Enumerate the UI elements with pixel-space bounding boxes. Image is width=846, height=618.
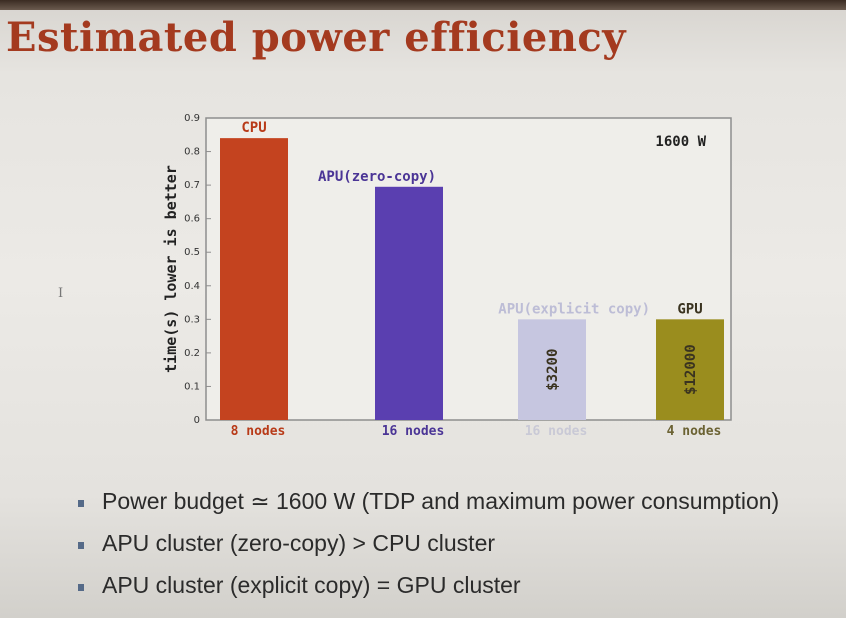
bullet-square-icon — [78, 542, 84, 549]
bar-apu-zero-copy- — [375, 186, 443, 420]
y-tick-label: 0.7 — [184, 180, 200, 191]
bar-gpu — [656, 319, 724, 420]
bullet-text: Power budget ≃ 1600 W (TDP and maximum p… — [102, 488, 780, 514]
y-tick-label: 0.1 — [184, 381, 200, 392]
y-axis-label: time(s) lower is better — [162, 165, 180, 373]
bullet-square-icon — [78, 584, 84, 591]
bullet-list: Power budget ≃ 1600 W (TDP and maximum p… — [78, 488, 779, 614]
x-tick-label: 16 nodes — [525, 424, 588, 439]
bar-price-label: $12000 — [683, 344, 699, 395]
bullet-item: Power budget ≃ 1600 W (TDP and maximum p… — [78, 488, 779, 530]
x-tick-label: 16 nodes — [382, 424, 445, 439]
bar-price-label: $3200 — [545, 349, 561, 391]
page-title: Estimated power efficiency — [6, 14, 627, 61]
x-axis-labels: 8 nodes 16 nodes 16 nodes 4 nodes — [231, 424, 722, 439]
bullet-square-icon — [78, 500, 84, 507]
bar-label: APU(zero-copy) — [318, 169, 436, 185]
bar-apu-explicit-copy- — [518, 319, 586, 420]
slide-top-edge — [0, 0, 846, 10]
y-tick-label: 0.3 — [184, 314, 200, 325]
bar-cpu — [220, 138, 288, 420]
y-tick-label: 0.6 — [184, 214, 200, 225]
y-tick-label: 0.5 — [184, 247, 200, 258]
x-tick-label: 4 nodes — [667, 424, 722, 439]
y-tick-label: 0.2 — [184, 348, 200, 359]
bar-label: APU(explicit copy) — [498, 301, 650, 317]
y-tick-label: 0.8 — [184, 147, 200, 158]
y-tick-label: 0.4 — [184, 281, 200, 292]
bullet-text: APU cluster (zero-copy) > CPU cluster — [102, 530, 496, 556]
x-tick-label: 8 nodes — [231, 424, 286, 439]
bullet-text: APU cluster (explicit copy) = GPU cluste… — [102, 572, 521, 598]
annotation-power-budget: 1600 W — [655, 134, 706, 150]
bar-chart: time(s) lower is better 1600 W 0 0.1 0.2 0.… — [162, 113, 732, 439]
y-tick-label: 0 — [194, 415, 200, 426]
plot-area — [205, 117, 732, 421]
bullet-item: APU cluster (explicit copy) = GPU cluste… — [78, 572, 779, 614]
bar-label: GPU — [677, 301, 702, 317]
y-tick-label: 0.9 — [184, 113, 200, 124]
bullet-item: APU cluster (zero-copy) > CPU cluster — [78, 530, 779, 572]
bar-label: CPU — [241, 120, 266, 136]
text-cursor-icon: I — [58, 286, 64, 301]
bars: CPU APU(zero-copy) APU(explicit copy) $3200… — [220, 120, 724, 420]
y-axis-ticks: 0 0.1 0.2 0.3 0.4 0.5 0.6 0.7 0.8 0.9 — [184, 113, 211, 426]
